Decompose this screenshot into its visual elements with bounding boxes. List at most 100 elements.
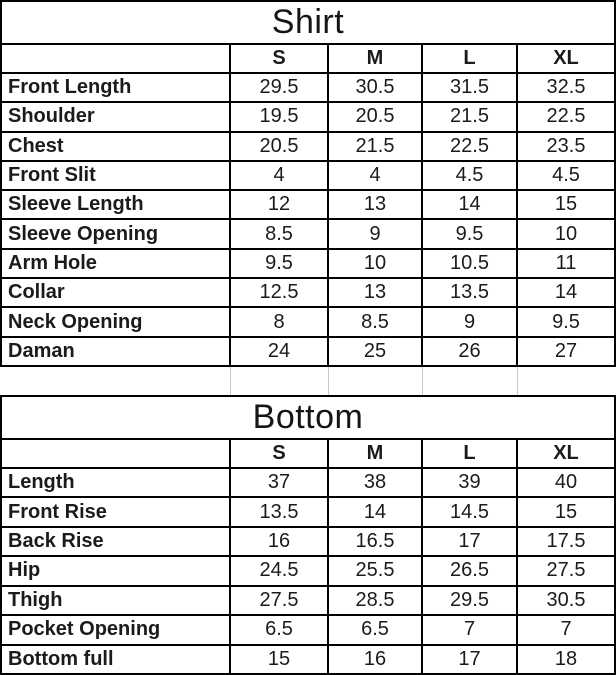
shirt-cell-daman-xl: 27	[518, 337, 616, 367]
bottom-cell-pocket-opening-m: 6.5	[329, 616, 423, 646]
bottom-header-size-m: M	[329, 440, 423, 469]
bottom-row-label-front-rise: Front Rise	[2, 498, 231, 528]
bottom-cell-back-rise-l: 17	[423, 527, 518, 558]
shirt-row-label-front-slit: Front Slit	[2, 161, 231, 192]
shirt-cell-neck-opening-m: 8.5	[329, 308, 423, 338]
bottom-cell-length-xl: 40	[518, 469, 616, 499]
bottom-cell-thigh-s: 27.5	[231, 586, 329, 617]
shirt-row-label-daman: Daman	[2, 337, 231, 367]
shirt-cell-front-slit-xl: 4.5	[518, 161, 616, 192]
spacer-cell	[329, 367, 423, 395]
shirt-row-label-chest: Chest	[2, 132, 231, 162]
shirt-cell-daman-l: 26	[423, 337, 518, 367]
bottom-header-size-s: S	[231, 440, 329, 469]
shirt-cell-sleeve-opening-m: 9	[329, 220, 423, 250]
shirt-cell-front-slit-l: 4.5	[423, 161, 518, 192]
shirt-cell-neck-opening-xl: 9.5	[518, 308, 616, 338]
shirt-cell-sleeve-length-l: 14	[423, 191, 518, 221]
shirt-row-label-arm-hole: Arm Hole	[2, 249, 231, 280]
shirt-cell-arm-hole-xl: 11	[518, 249, 616, 280]
shirt-cell-arm-hole-l: 10.5	[423, 249, 518, 280]
shirt-row-label-collar: Collar	[2, 279, 231, 309]
shirt-cell-sleeve-length-s: 12	[231, 191, 329, 221]
bottom-cell-thigh-xl: 30.5	[518, 586, 616, 617]
shirt-cell-neck-opening-l: 9	[423, 308, 518, 338]
shirt-cell-sleeve-opening-s: 8.5	[231, 220, 329, 250]
shirt-header-size-s: S	[231, 45, 329, 74]
bottom-cell-front-rise-s: 13.5	[231, 498, 329, 528]
shirt-cell-shoulder-l: 21.5	[423, 103, 518, 133]
bottom-cell-bottom-full-m: 16	[329, 645, 423, 675]
shirt-cell-sleeve-opening-l: 9.5	[423, 220, 518, 250]
shirt-row-label-sleeve-opening: Sleeve Opening	[2, 220, 231, 250]
shirt-cell-sleeve-length-xl: 15	[518, 191, 616, 221]
shirt-cell-neck-opening-s: 8	[231, 308, 329, 338]
bottom-cell-thigh-l: 29.5	[423, 586, 518, 617]
shirt-table-title: Shirt	[2, 2, 616, 45]
bottom-row-label-hip: Hip	[2, 557, 231, 587]
spacer-cell	[518, 367, 616, 395]
shirt-header-empty	[2, 45, 231, 74]
bottom-table-title: Bottom	[2, 397, 616, 440]
shirt-cell-front-length-m: 30.5	[329, 74, 423, 104]
shirt-cell-sleeve-length-m: 13	[329, 191, 423, 221]
bottom-size-table: Bottom S M L XL Length 37 38 39 40 Front…	[0, 395, 616, 675]
bottom-cell-length-s: 37	[231, 469, 329, 499]
bottom-cell-hip-l: 26.5	[423, 557, 518, 587]
shirt-cell-collar-m: 13	[329, 279, 423, 309]
bottom-cell-back-rise-m: 16.5	[329, 527, 423, 558]
bottom-cell-length-m: 38	[329, 469, 423, 499]
shirt-cell-collar-s: 12.5	[231, 279, 329, 309]
bottom-cell-hip-s: 24.5	[231, 557, 329, 587]
shirt-row-label-neck-opening: Neck Opening	[2, 308, 231, 338]
shirt-cell-arm-hole-m: 10	[329, 249, 423, 280]
shirt-cell-chest-s: 20.5	[231, 132, 329, 162]
bottom-cell-pocket-opening-s: 6.5	[231, 616, 329, 646]
shirt-cell-shoulder-xl: 22.5	[518, 103, 616, 133]
bottom-cell-back-rise-xl: 17.5	[518, 527, 616, 558]
spacer-cell	[231, 367, 329, 395]
shirt-cell-chest-m: 21.5	[329, 132, 423, 162]
spacer-cell	[0, 367, 231, 395]
bottom-cell-pocket-opening-l: 7	[423, 616, 518, 646]
bottom-row-label-bottom-full: Bottom full	[2, 645, 231, 675]
shirt-cell-sleeve-opening-xl: 10	[518, 220, 616, 250]
bottom-header-size-xl: XL	[518, 440, 616, 469]
bottom-header-empty	[2, 440, 231, 469]
shirt-header-size-m: M	[329, 45, 423, 74]
bottom-cell-bottom-full-s: 15	[231, 645, 329, 675]
shirt-cell-chest-xl: 23.5	[518, 132, 616, 162]
shirt-cell-arm-hole-s: 9.5	[231, 249, 329, 280]
shirt-row-label-sleeve-length: Sleeve Length	[2, 191, 231, 221]
shirt-cell-front-slit-s: 4	[231, 161, 329, 192]
shirt-cell-daman-s: 24	[231, 337, 329, 367]
shirt-cell-collar-l: 13.5	[423, 279, 518, 309]
bottom-cell-hip-xl: 27.5	[518, 557, 616, 587]
bottom-row-label-back-rise: Back Rise	[2, 527, 231, 558]
bottom-cell-bottom-full-l: 17	[423, 645, 518, 675]
spacer-cell	[423, 367, 518, 395]
bottom-cell-front-rise-m: 14	[329, 498, 423, 528]
shirt-size-table: Shirt S M L XL Front Length 29.5 30.5 31…	[0, 0, 616, 367]
bottom-row-label-thigh: Thigh	[2, 586, 231, 617]
bottom-header-size-l: L	[423, 440, 518, 469]
shirt-cell-collar-xl: 14	[518, 279, 616, 309]
shirt-header-size-l: L	[423, 45, 518, 74]
bottom-row-label-pocket-opening: Pocket Opening	[2, 616, 231, 646]
shirt-cell-front-length-xl: 32.5	[518, 74, 616, 104]
bottom-cell-thigh-m: 28.5	[329, 586, 423, 617]
bottom-cell-pocket-opening-xl: 7	[518, 616, 616, 646]
shirt-row-label-front-length: Front Length	[2, 74, 231, 104]
shirt-cell-front-length-s: 29.5	[231, 74, 329, 104]
bottom-cell-front-rise-xl: 15	[518, 498, 616, 528]
shirt-row-label-shoulder: Shoulder	[2, 103, 231, 133]
bottom-cell-front-rise-l: 14.5	[423, 498, 518, 528]
spacer-row	[0, 367, 616, 395]
bottom-row-label-length: Length	[2, 469, 231, 499]
bottom-cell-bottom-full-xl: 18	[518, 645, 616, 675]
shirt-cell-shoulder-m: 20.5	[329, 103, 423, 133]
shirt-cell-shoulder-s: 19.5	[231, 103, 329, 133]
shirt-cell-front-slit-m: 4	[329, 161, 423, 192]
shirt-cell-front-length-l: 31.5	[423, 74, 518, 104]
